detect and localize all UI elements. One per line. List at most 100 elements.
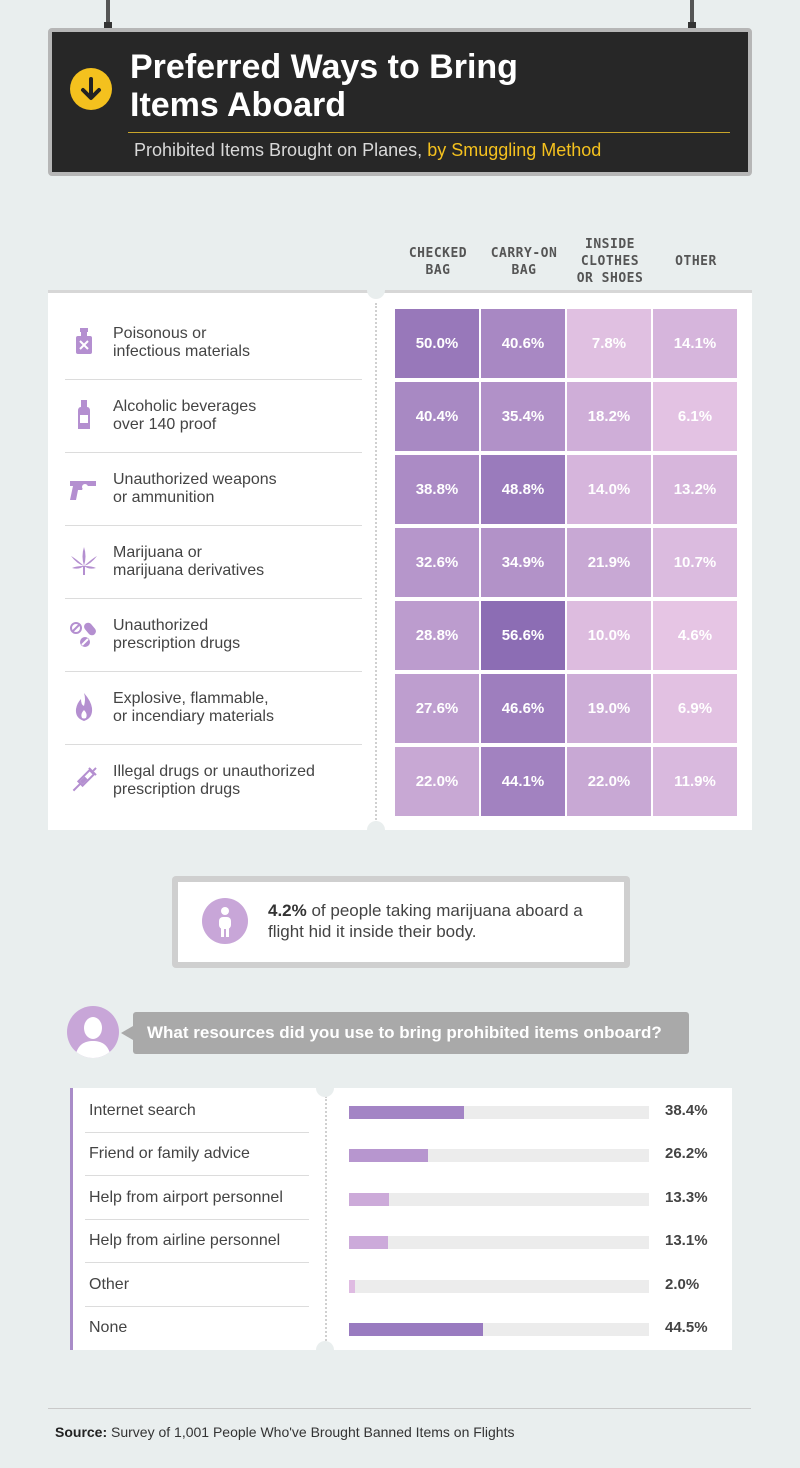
- arrow-down-icon: [70, 68, 112, 110]
- row-label-text: Poisonous or infectious materials: [113, 325, 250, 360]
- callout-body: of people taking marijuana aboard a flig…: [268, 901, 583, 941]
- bar-track: [349, 1149, 649, 1163]
- heatmap-cell: 35.4%: [481, 382, 565, 451]
- bar-track: [349, 1106, 649, 1119]
- source-note: Source: Survey of 1,001 People Who've Br…: [55, 1424, 514, 1440]
- heatmap-cell: 19.0%: [567, 674, 651, 743]
- table-notch-top: [367, 281, 385, 299]
- bar-fill: [349, 1323, 483, 1336]
- bar-fill: [349, 1106, 465, 1119]
- heatmap-cell: 44.1%: [481, 747, 565, 816]
- table-row-label: Illegal drugs or unauthorized prescripti…: [65, 745, 362, 818]
- heatmap-cell: 6.1%: [653, 382, 737, 451]
- bar-fill: [349, 1149, 428, 1163]
- heatmap-cell: 46.6%: [481, 674, 565, 743]
- table-notch-bottom: [367, 821, 385, 839]
- title-rule: [128, 132, 730, 133]
- bar-fill: [349, 1236, 389, 1250]
- table-row-label: Unauthorized weapons or ammunition: [65, 453, 362, 526]
- bar-fill: [349, 1192, 389, 1206]
- bar-label: None: [89, 1319, 128, 1336]
- heatmap-cell: 34.9%: [481, 528, 565, 597]
- column-header: OTHER: [675, 254, 717, 269]
- question-bubble: What resources did you use to bring proh…: [121, 1012, 689, 1054]
- revolver-icon: [67, 471, 101, 505]
- liquor-bottle-icon: [67, 398, 101, 432]
- bar-track: [349, 1279, 649, 1293]
- user-avatar-icon: [67, 1006, 119, 1058]
- heatmap-cell: 4.6%: [653, 601, 737, 670]
- bar-row: Internet search 38.4%: [73, 1090, 735, 1133]
- column-header: INSIDE CLOTHES OR SHOES: [576, 237, 644, 286]
- bar-value: 13.3%: [665, 1188, 708, 1206]
- heatmap-cell: 48.8%: [481, 455, 565, 524]
- callout-text: 4.2% of people taking marijuana aboard a…: [268, 900, 618, 942]
- bar-label: Other: [89, 1275, 130, 1293]
- table-row-label: Unauthorized prescription drugs: [65, 599, 362, 672]
- bar-notch-top: [316, 1079, 334, 1097]
- heatmap-cell: 13.2%: [653, 455, 737, 524]
- bar-label: Help from airport personnel: [89, 1188, 283, 1206]
- row-separator: [65, 452, 362, 453]
- bar-row: Other 2.0%: [73, 1264, 735, 1307]
- bar-separator: [85, 1305, 309, 1307]
- row-separator: [65, 744, 362, 745]
- heatmap-cell: 50.0%: [395, 309, 479, 378]
- poison-bottle-icon: [67, 325, 101, 359]
- bar-row: None 44.5%: [73, 1307, 735, 1350]
- source-rule: [48, 1408, 751, 1409]
- bar-label: Friend or family advice: [89, 1145, 250, 1163]
- page-title: Preferred Ways to Bring Items Aboard: [130, 48, 518, 124]
- row-separator: [65, 598, 362, 599]
- resources-bar-chart: Internet search 38.4% Friend or family adv…: [70, 1079, 735, 1359]
- bar-separator: [85, 1132, 309, 1133]
- bar-row: Help from airport personnel 13.3%: [73, 1177, 735, 1220]
- bar-row: Friend or family advice 26.2%: [73, 1133, 735, 1177]
- bar-value: 13.1%: [665, 1232, 708, 1250]
- table-row-label: Poisonous or infectious materials: [65, 307, 362, 380]
- row-label-text: Unauthorized weapons or ammunition: [113, 471, 277, 506]
- heatmap-cell: 6.9%: [653, 674, 737, 743]
- table-divider: [375, 303, 377, 823]
- table-row-label: Explosive, flammable, or incendiary mate…: [65, 672, 362, 745]
- heatmap-cell: 22.0%: [395, 747, 479, 816]
- heatmap-cell: 32.6%: [395, 528, 479, 597]
- marijuana-callout: 4.2% of people taking marijuana aboard a…: [172, 876, 630, 968]
- heatmap-cell: 40.4%: [395, 382, 479, 451]
- table-row-label: Marijuana or marijuana derivatives: [65, 526, 362, 599]
- person-icon: [202, 898, 248, 944]
- subtitle-plain: Prohibited Items Brought on Planes,: [134, 140, 423, 160]
- column-header: CHECKED BAG: [408, 245, 468, 278]
- bar-notch-bottom: [316, 1341, 334, 1359]
- heatmap-cell: 28.8%: [395, 601, 479, 670]
- heatmap-cell: 14.1%: [653, 309, 737, 378]
- column-header: CARRY-ON BAG: [490, 245, 558, 278]
- bar-track: [349, 1192, 649, 1206]
- heatmap-cell: 10.7%: [653, 528, 737, 597]
- heatmap-cell: 11.9%: [653, 747, 737, 816]
- heatmap-cell: 56.6%: [481, 601, 565, 670]
- heatmap-cell: 22.0%: [567, 747, 651, 816]
- subtitle-highlight: by Smuggling Method: [427, 140, 602, 160]
- bar-fill: [349, 1279, 355, 1293]
- row-label-text: Alcoholic beverages over 140 proof: [113, 398, 257, 433]
- callout-stat: 4.2%: [268, 901, 307, 920]
- row-label-text: Illegal drugs or unauthorized prescripti…: [113, 763, 315, 798]
- row-separator: [65, 379, 362, 380]
- heatmap-cell: 40.6%: [481, 309, 565, 378]
- row-label-text: Unauthorized prescription drugs: [113, 617, 241, 652]
- syringe-icon: [67, 763, 101, 797]
- heatmap-cell: 27.6%: [395, 674, 479, 743]
- bar-separator: [85, 1218, 309, 1220]
- bar-track: [349, 1323, 649, 1336]
- row-separator: [65, 525, 362, 526]
- row-label-text: Marijuana or marijuana derivatives: [113, 544, 265, 579]
- bar-label: Help from airline personnel: [89, 1232, 281, 1250]
- bar-label: Internet search: [89, 1102, 196, 1119]
- flame-icon: [67, 690, 101, 724]
- bar-separator: [85, 1262, 309, 1264]
- bar-row: Help from airline personnel 13.1%: [73, 1220, 735, 1264]
- bar-value: 26.2%: [665, 1145, 708, 1163]
- bar-value: 44.5%: [665, 1319, 708, 1336]
- heatmap-cell: 21.9%: [567, 528, 651, 597]
